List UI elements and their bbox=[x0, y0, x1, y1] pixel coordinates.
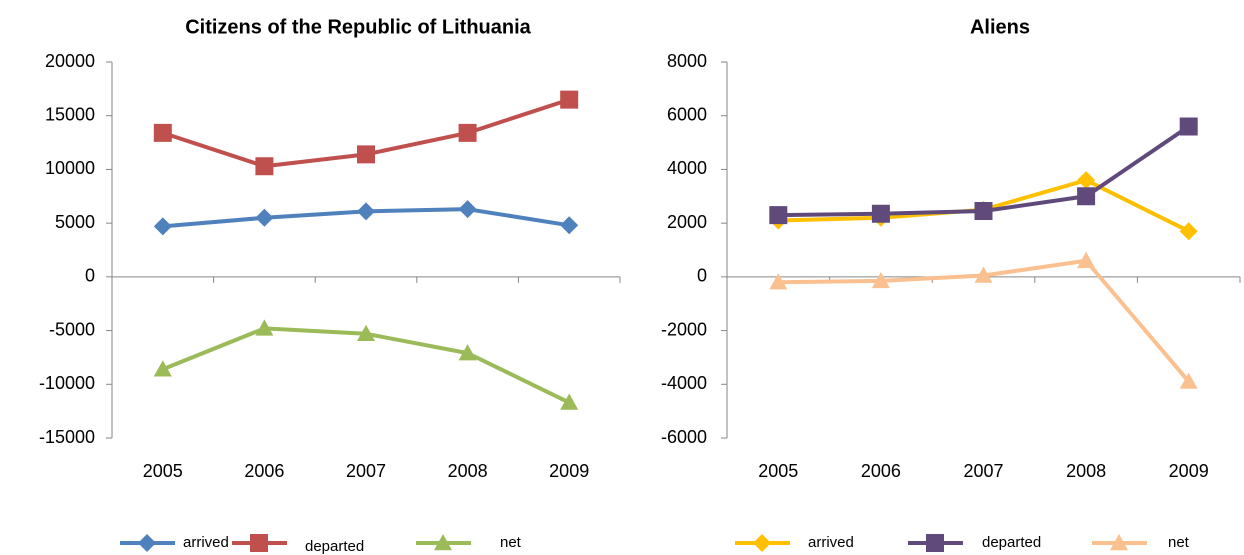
legend-marker bbox=[926, 534, 944, 552]
y-tick-label: 4000 bbox=[667, 158, 707, 178]
legend-marker bbox=[434, 534, 452, 551]
data-point bbox=[1077, 171, 1096, 190]
data-point bbox=[769, 206, 788, 225]
data-point bbox=[560, 216, 579, 235]
y-tick-label: 6000 bbox=[667, 104, 707, 124]
y-tick-label: 0 bbox=[85, 266, 95, 286]
y-tick-label: -6000 bbox=[661, 427, 707, 447]
data-point bbox=[769, 273, 788, 290]
data-point bbox=[974, 202, 993, 221]
y-tick-label: -10000 bbox=[39, 373, 95, 393]
data-point bbox=[255, 319, 274, 336]
legend-label: net bbox=[500, 534, 522, 551]
y-tick-label: 15000 bbox=[45, 104, 95, 124]
data-point bbox=[357, 324, 375, 341]
data-point bbox=[255, 157, 274, 176]
y-tick-label: 10000 bbox=[45, 158, 95, 178]
data-point bbox=[357, 202, 375, 221]
x-tick-label: 2006 bbox=[244, 461, 284, 481]
y-tick-label: 8000 bbox=[667, 51, 707, 71]
chart-title: Citizens of the Republic of Lithuania bbox=[185, 16, 531, 38]
x-tick-label: 2008 bbox=[448, 461, 488, 481]
legend-marker bbox=[250, 534, 268, 552]
x-tick-label: 2008 bbox=[1066, 461, 1106, 481]
data-point bbox=[1077, 251, 1096, 268]
legend-label: arrived bbox=[808, 534, 854, 551]
data-point bbox=[255, 208, 274, 227]
data-point bbox=[153, 123, 172, 142]
x-tick-label: 2005 bbox=[758, 461, 798, 481]
chart-title: Aliens bbox=[970, 16, 1030, 38]
y-tick-label: -15000 bbox=[39, 427, 95, 447]
x-tick-label: 2006 bbox=[861, 461, 901, 481]
legend-label: departed bbox=[305, 538, 364, 555]
data-point bbox=[974, 266, 993, 283]
data-point bbox=[1179, 117, 1198, 136]
y-tick-label: -2000 bbox=[661, 319, 707, 339]
data-point bbox=[560, 90, 579, 109]
y-tick-label: 0 bbox=[697, 266, 707, 286]
data-point bbox=[357, 145, 375, 164]
x-tick-label: 2009 bbox=[1169, 461, 1209, 481]
x-tick-label: 2007 bbox=[346, 461, 386, 481]
data-point bbox=[871, 204, 890, 223]
legend-marker bbox=[138, 534, 156, 552]
data-point bbox=[458, 344, 477, 361]
y-tick-label: 5000 bbox=[55, 212, 95, 232]
y-tick-label: 2000 bbox=[667, 212, 707, 232]
y-tick-label: 20000 bbox=[45, 51, 95, 71]
legend-label: departed bbox=[982, 534, 1041, 551]
data-point bbox=[458, 123, 477, 142]
x-tick-label: 2007 bbox=[963, 461, 1003, 481]
data-point bbox=[458, 200, 477, 219]
data-point bbox=[1179, 372, 1198, 389]
data-point bbox=[871, 271, 890, 289]
data-point bbox=[153, 217, 172, 236]
data-point bbox=[1077, 187, 1096, 206]
legend-marker bbox=[753, 534, 771, 552]
data-point bbox=[560, 393, 579, 410]
x-tick-label: 2005 bbox=[143, 461, 183, 481]
legend-label: arrived bbox=[183, 534, 229, 551]
data-point bbox=[1179, 222, 1198, 241]
x-tick-label: 2009 bbox=[549, 461, 589, 481]
legend-marker bbox=[1110, 534, 1128, 551]
legend-label: net bbox=[1168, 534, 1190, 551]
data-point bbox=[153, 360, 172, 377]
y-tick-label: -5000 bbox=[49, 319, 95, 339]
y-tick-label: -4000 bbox=[661, 373, 707, 393]
